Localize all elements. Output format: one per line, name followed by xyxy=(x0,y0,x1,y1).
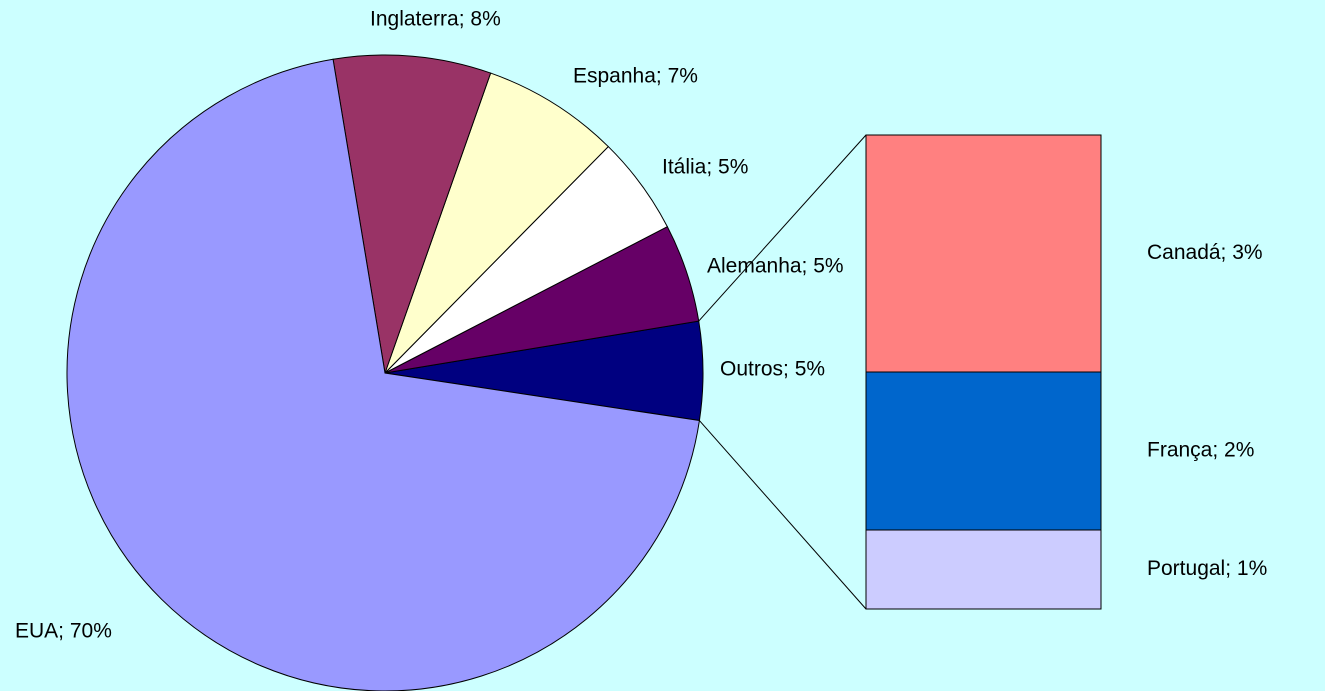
connector-line xyxy=(699,420,867,610)
bar-label: Portugal; 1% xyxy=(1147,557,1267,580)
slice-label: Inglaterra; 8% xyxy=(370,8,501,31)
slice-label: Outros; 5% xyxy=(720,358,825,381)
bar-label: França; 2% xyxy=(1147,439,1254,462)
bar-segment xyxy=(865,134,1102,373)
bar-segment xyxy=(865,529,1102,610)
slice-label: EUA; 70% xyxy=(15,620,112,643)
bar-segment xyxy=(865,371,1102,531)
slice-label: Alemanha; 5% xyxy=(707,255,844,278)
slice-label: Espanha; 7% xyxy=(573,65,698,88)
bar-label: Canadá; 3% xyxy=(1147,241,1263,264)
slice-label: Itália; 5% xyxy=(662,156,748,179)
pie-slice xyxy=(384,72,609,374)
connector-line xyxy=(698,134,867,322)
pie-slice xyxy=(66,58,700,691)
pie-slice xyxy=(332,54,492,374)
